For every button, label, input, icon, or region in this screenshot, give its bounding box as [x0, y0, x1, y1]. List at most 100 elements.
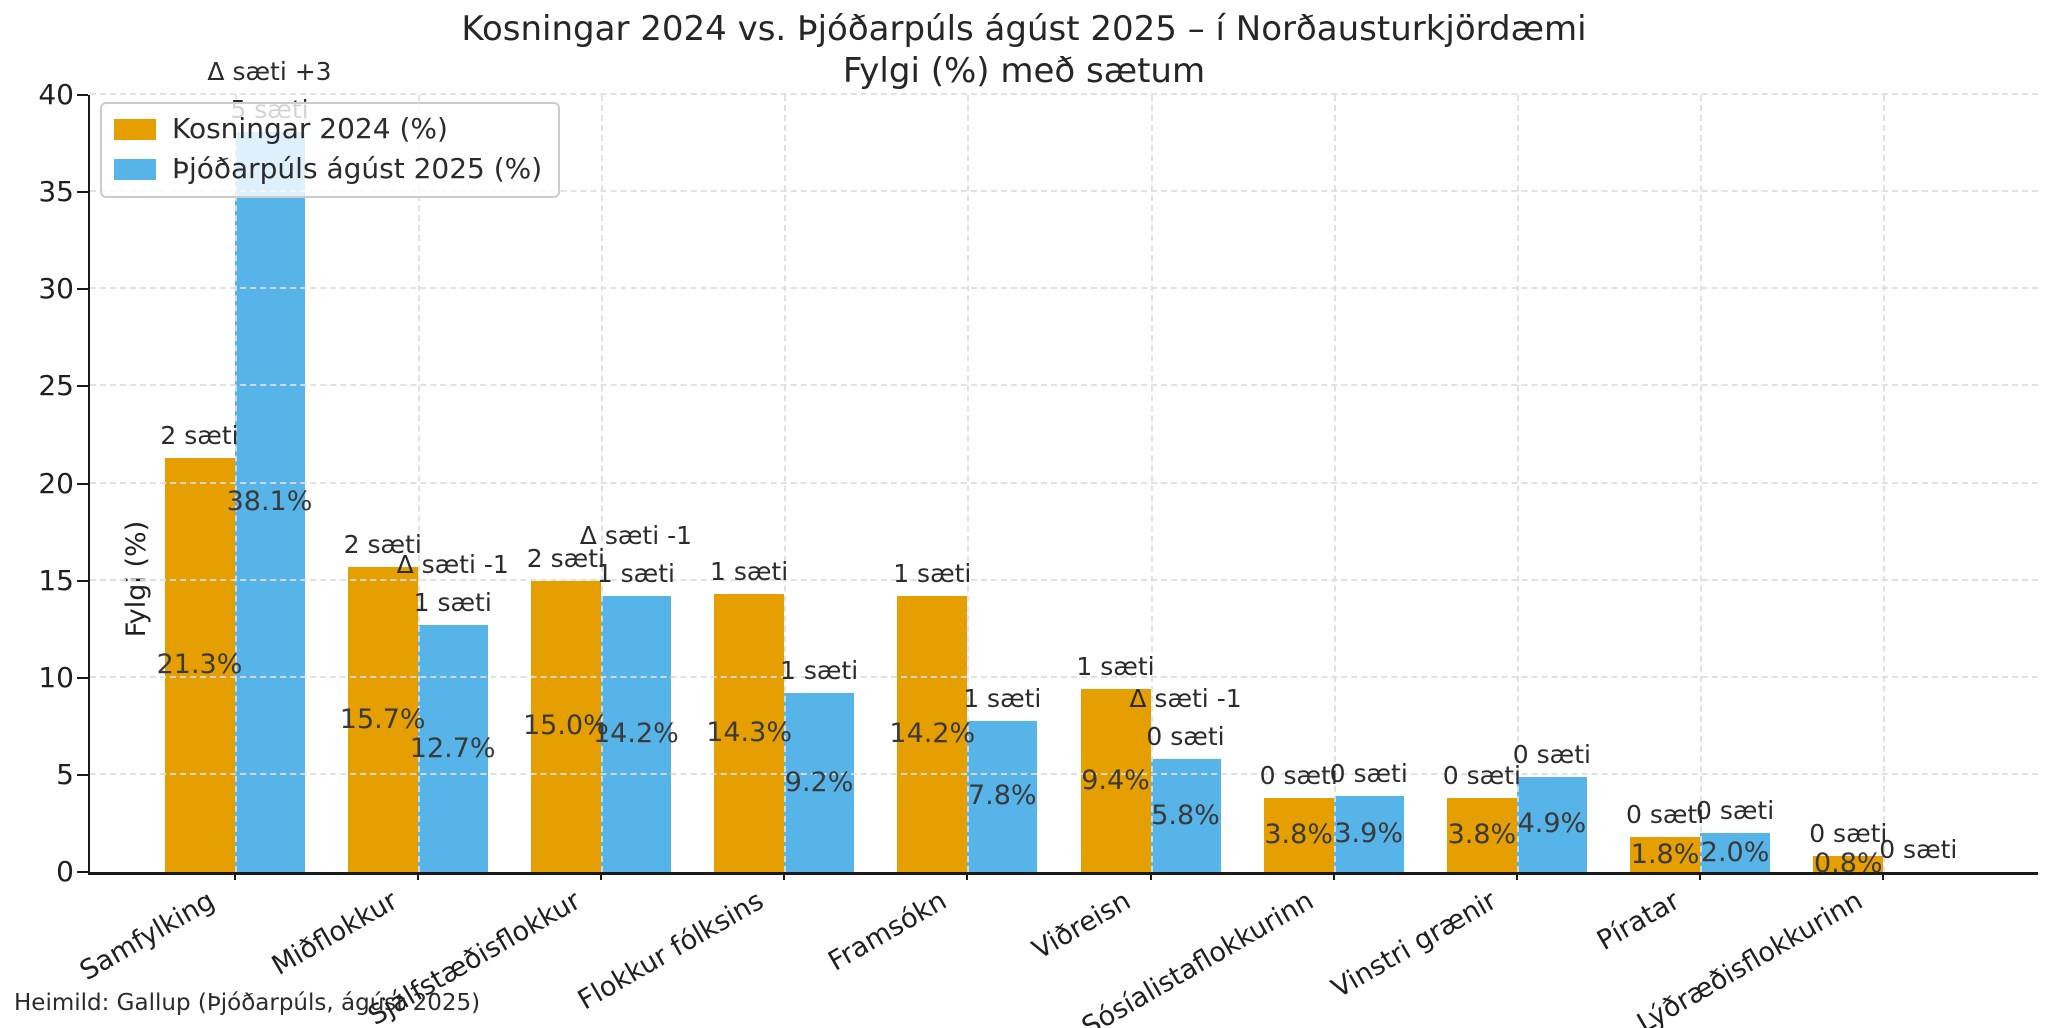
value-label-thjodarpuls-4: 7.8% [967, 780, 1037, 812]
value-label-thjodarpuls-7: 4.9% [1517, 808, 1587, 840]
x-gridline-2 [600, 95, 603, 872]
bar-thjodarpuls-6 [1333, 796, 1404, 872]
y-tick-mark-5 [77, 773, 88, 776]
value-label-thjodarpuls-8: 2.0% [1700, 836, 1770, 868]
seat-label-thjodarpuls-1: 1 sæti [413, 588, 492, 618]
y-tick-label-25: 25 [38, 369, 74, 403]
value-label-thjodarpuls-2: 14.2% [593, 718, 679, 750]
x-tick-mark-9 [1882, 872, 1885, 880]
bar-kosningar-8 [1630, 837, 1701, 872]
bar-thjodarpuls-1 [417, 625, 488, 872]
value-label-kosningar-4: 14.2% [889, 718, 976, 750]
value-label-kosningar-7: 3.8% [1447, 819, 1517, 851]
plot-area: Fylgi (%) Kosningar 2024 (%) Þjóðarpúls … [38, 57, 2038, 1028]
delta-label-1: Δ sæti -1 [396, 550, 509, 580]
seat-label-kosningar-4: 1 sæti [893, 559, 972, 589]
legend: Kosningar 2024 (%) Þjóðarpúls ágúst 2025… [100, 102, 561, 198]
x-category-label-9: Lýðræðisflokkurinn [1632, 885, 1869, 1028]
seat-label-kosningar-1: 2 sæti [343, 530, 422, 560]
y-tick-mark-35 [77, 191, 88, 194]
x-tick-mark-6 [1332, 872, 1335, 880]
seat-label-thjodarpuls-6: 0 sæti [1329, 759, 1408, 789]
bar-kosningar-1 [347, 567, 418, 872]
value-label-kosningar-8: 1.8% [1630, 838, 1700, 870]
x-gridline-6 [1333, 95, 1336, 872]
value-label-thjodarpuls-1: 12.7% [409, 732, 496, 764]
value-label-thjodarpuls-6: 3.9% [1334, 818, 1403, 850]
y-tick-label-5: 5 [56, 757, 74, 791]
x-gridline-8 [1700, 95, 1703, 872]
bar-kosningar-2 [530, 580, 601, 872]
x-gridline-4 [967, 95, 970, 872]
chart-title-block: Kosningar 2024 vs. Þjóðarpúls ágúst 2025… [0, 8, 2048, 92]
legend-item-kosningar: Kosningar 2024 (%) [114, 113, 542, 145]
delta-label-0: Δ sæti +3 [207, 56, 332, 86]
value-label-thjodarpuls-5: 5.8% [1151, 799, 1220, 831]
legend-swatch-kosningar-icon [114, 118, 156, 140]
seat-label-kosningar-7: 0 sæti [1442, 761, 1521, 791]
y-gridline-10 [90, 675, 2038, 678]
bar-kosningar-9 [1813, 856, 1884, 872]
value-label-kosningar-3: 14.3% [706, 717, 792, 749]
y-tick-mark-0 [77, 871, 88, 873]
bar-thjodarpuls-2 [600, 596, 671, 872]
legend-label-kosningar: Kosningar 2024 (%) [172, 112, 448, 145]
x-tick-mark-0 [233, 872, 236, 880]
chart-subtitle: Fylgi (%) með sætum [842, 51, 1206, 91]
y-gridline-40 [90, 93, 2038, 95]
y-tick-mark-20 [77, 482, 88, 485]
y-tick-label-30: 30 [38, 272, 74, 306]
legend-label-thjodarpuls: Þjóðarpúls ágúst 2025 (%) [172, 152, 543, 185]
bar-kosningar-7 [1446, 798, 1517, 872]
seat-label-thjodarpuls-9: 0 sæti [1879, 835, 1958, 864]
y-gridline-15 [90, 578, 2038, 581]
seat-label-thjodarpuls-4: 1 sæti [963, 683, 1042, 713]
legend-swatch-thjodarpuls-icon [114, 158, 156, 180]
y-gridline-30 [90, 287, 2038, 290]
y-gridline-20 [90, 481, 2038, 484]
y-tick-mark-30 [77, 288, 88, 291]
x-category-label-6: Sósíalistaflokkurinn [1076, 885, 1319, 1028]
seat-label-kosningar-5: 1 sæti [1076, 652, 1155, 682]
x-category-label-7: Vinstri grænir [1326, 885, 1502, 1005]
value-label-kosningar-9: 0.8% [1813, 848, 1883, 880]
value-label-kosningar-0: 21.3% [156, 649, 243, 681]
bar-thjodarpuls-5 [1150, 759, 1221, 872]
y-tick-label-15: 15 [38, 563, 74, 597]
y-gridline-5 [90, 772, 2038, 775]
x-gridline-5 [1150, 95, 1153, 872]
bar-kosningar-5 [1080, 689, 1151, 872]
x-tick-mark-8 [1699, 872, 1702, 880]
value-label-thjodarpuls-0: 38.1% [226, 485, 313, 517]
x-gridline-0 [234, 95, 237, 872]
x-tick-mark-4 [966, 872, 969, 880]
legend-item-thjodarpuls: Þjóðarpúls ágúst 2025 (%) [114, 153, 542, 185]
delta-label-5: Δ sæti -1 [1129, 684, 1242, 714]
x-tick-mark-1 [416, 872, 419, 880]
seat-label-thjodarpuls-3: 1 sæti [780, 656, 859, 686]
value-label-kosningar-5: 9.4% [1081, 764, 1150, 796]
y-tick-label-40: 40 [38, 78, 74, 111]
seat-label-kosningar-6: 0 sæti [1259, 761, 1338, 791]
x-gridline-7 [1516, 95, 1519, 872]
chart-title: Kosningar 2024 vs. Þjóðarpúls ágúst 2025… [461, 9, 1587, 49]
seat-label-thjodarpuls-8: 0 sæti [1696, 796, 1775, 826]
x-tick-mark-3 [783, 872, 786, 880]
bar-thjodarpuls-4 [967, 720, 1038, 872]
bar-thjodarpuls-3 [784, 693, 855, 872]
source-note: Heimild: Gallup (Þjóðarpúls, ágúst 2025) [14, 990, 481, 1016]
x-tick-mark-2 [599, 872, 602, 880]
y-gridline-35 [90, 190, 2038, 193]
seat-label-kosningar-8: 0 sæti [1626, 800, 1705, 830]
bar-kosningar-3 [714, 594, 785, 872]
value-label-kosningar-1: 15.7% [339, 703, 426, 735]
seat-label-thjodarpuls-7: 0 sæti [1512, 739, 1591, 769]
x-tick-mark-7 [1515, 872, 1518, 880]
bar-thjodarpuls-8 [1700, 833, 1771, 872]
y-tick-label-35: 35 [38, 175, 74, 209]
bar-kosningar-4 [897, 596, 968, 872]
bar-thjodarpuls-0 [234, 131, 305, 872]
y-tick-label-0: 0 [56, 855, 74, 888]
y-tick-label-10: 10 [38, 660, 74, 694]
